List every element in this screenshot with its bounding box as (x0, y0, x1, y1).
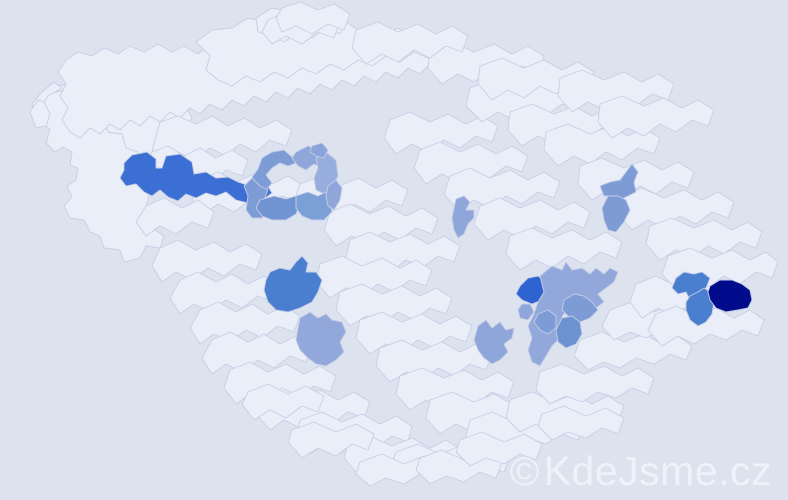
district-highlight-pelhrimov[interactable] (295, 311, 347, 367)
district-layer-highlighted[interactable] (119, 142, 753, 367)
district-highlight-benesov[interactable] (255, 195, 301, 221)
district-highlight-jihlava[interactable] (263, 255, 323, 313)
district-highlight-pardubice[interactable] (451, 195, 475, 239)
district-highlight-karvina[interactable] (707, 279, 753, 313)
district-highlight-blansko[interactable] (555, 315, 583, 349)
district-highlight-kutna-hora[interactable] (325, 179, 343, 211)
district-highlight-brno-notch[interactable] (517, 303, 535, 321)
district-highlight-vyskov[interactable] (561, 293, 599, 323)
district-layer-empty (29, 1, 779, 487)
district-highlight-nymburk[interactable] (309, 142, 329, 159)
district-highlight-kolin[interactable] (295, 191, 333, 221)
district-highlight-trebic[interactable] (473, 319, 515, 365)
district-highlight-breclav[interactable] (533, 309, 557, 335)
copyright-icon: © (509, 450, 540, 494)
district-highlight-ostrava-mesto[interactable] (685, 287, 715, 327)
watermark-text: KdeJsme.cz (543, 448, 772, 494)
watermark: ©KdeJsme.cz (509, 448, 772, 494)
district-highlight-nachod[interactable] (601, 195, 631, 233)
